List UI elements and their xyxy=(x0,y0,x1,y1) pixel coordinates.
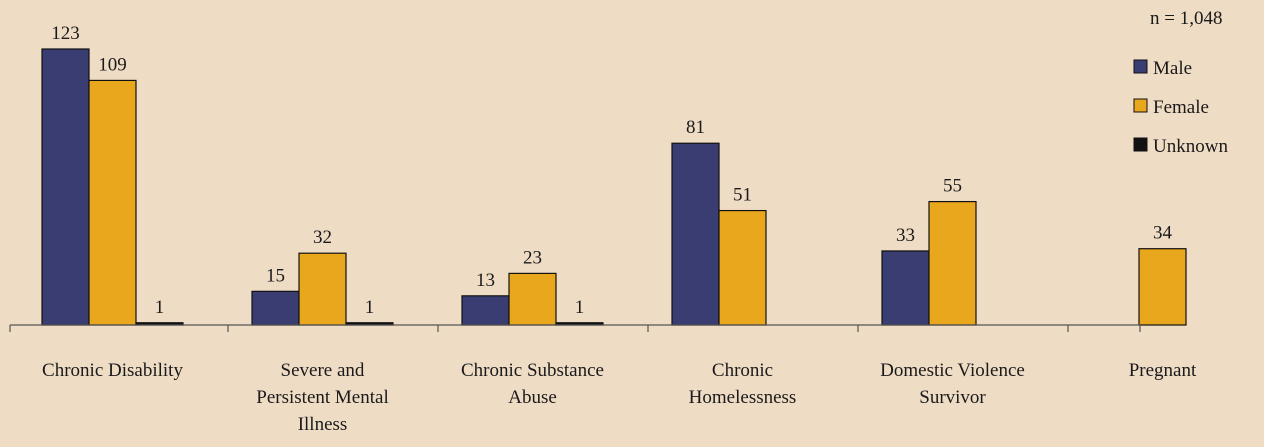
bar-female-2 xyxy=(508,272,557,326)
x-tick-label-0: Chronic Disability xyxy=(42,360,183,381)
bar-male-0 xyxy=(41,48,90,326)
data-label-female-3: 51 xyxy=(733,185,752,206)
bar-male-4 xyxy=(881,250,930,326)
bar-male-2 xyxy=(461,295,510,326)
x-tick-label-3: Chronic Homelessness xyxy=(689,360,797,408)
sample-size-note: n = 1,048 xyxy=(1150,8,1223,29)
data-label-unknown-1: 1 xyxy=(365,297,375,318)
bar-female-5 xyxy=(1138,248,1187,326)
data-label-unknown-0: 1 xyxy=(155,297,165,318)
data-label-female-0: 109 xyxy=(98,54,127,75)
bar-female-1 xyxy=(298,252,347,326)
data-label-female-5: 34 xyxy=(1153,223,1173,244)
legend-label-male: Male xyxy=(1153,58,1192,79)
data-label-female-1: 32 xyxy=(313,227,332,248)
legend-swatch-male xyxy=(1133,59,1148,74)
bar-female-3 xyxy=(718,209,767,326)
data-label-unknown-2: 1 xyxy=(575,297,585,318)
x-tick-label-2: Chronic Substance Abuse xyxy=(461,360,604,408)
data-label-male-3: 81 xyxy=(686,117,705,138)
data-label-female-2: 23 xyxy=(523,247,542,268)
x-tick-label-1: Severe and Persistent Mental Illness xyxy=(256,360,388,435)
bar-male-1 xyxy=(251,290,300,326)
bar-female-4 xyxy=(928,200,977,326)
data-label-male-0: 123 xyxy=(51,23,80,44)
legend-label-female: Female xyxy=(1153,97,1209,118)
data-label-female-4: 55 xyxy=(943,176,962,197)
bar-male-3 xyxy=(671,142,720,326)
legend-label-unknown: Unknown xyxy=(1153,136,1228,157)
x-tick-label-5: Pregnant xyxy=(1129,360,1197,381)
legend-swatch-unknown xyxy=(1133,137,1148,152)
bar-female-0 xyxy=(88,79,137,326)
data-label-male-1: 15 xyxy=(266,265,285,286)
legend-swatch-female xyxy=(1133,98,1148,113)
data-label-male-4: 33 xyxy=(896,225,915,246)
x-tick-label-4: Domestic Violence Survivor xyxy=(880,360,1025,408)
data-label-male-2: 13 xyxy=(476,270,495,291)
